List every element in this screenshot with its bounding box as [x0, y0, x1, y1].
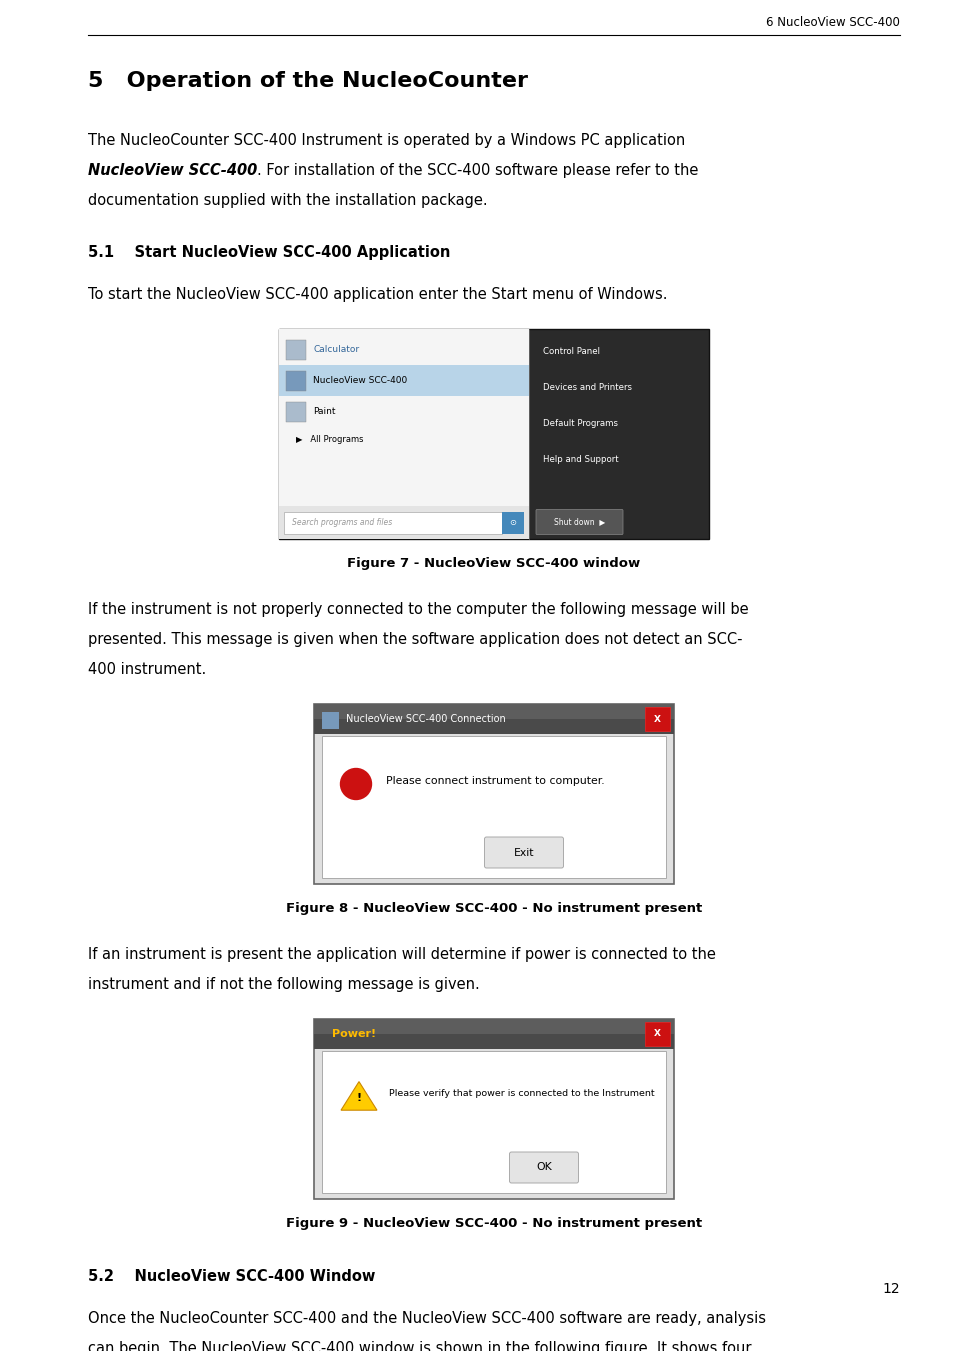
Text: X: X [654, 715, 660, 724]
Text: Figure 9 - NucleoView SCC-400 - No instrument present: Figure 9 - NucleoView SCC-400 - No instr… [286, 1217, 701, 1229]
Text: can begin. The NucleoView SCC-400 window is shown in the following figure. It sh: can begin. The NucleoView SCC-400 window… [88, 1342, 751, 1351]
FancyBboxPatch shape [484, 838, 563, 867]
FancyBboxPatch shape [509, 1152, 578, 1183]
Text: X: X [654, 1029, 660, 1039]
Text: Control Panel: Control Panel [542, 347, 599, 357]
Text: Power!: Power! [332, 1029, 375, 1039]
Bar [278, 330, 708, 539]
Text: If an instrument is present the application will determine if power is connected: If an instrument is present the applicat… [88, 947, 715, 962]
Bar [284, 512, 501, 534]
Polygon shape [340, 1082, 376, 1111]
FancyBboxPatch shape [536, 509, 622, 535]
Bar [314, 1019, 673, 1048]
Bar [314, 1019, 673, 1034]
Text: To start the NucleoView SCC-400 application enter the Start menu of Windows.: To start the NucleoView SCC-400 applicat… [88, 286, 667, 303]
Bar [278, 396, 529, 427]
Circle shape [340, 769, 371, 800]
Bar [314, 704, 673, 734]
Text: 5.2    NucleoView SCC-400 Window: 5.2 NucleoView SCC-400 Window [88, 1269, 375, 1283]
Text: Exit: Exit [514, 847, 534, 858]
Text: Help and Support: Help and Support [542, 455, 618, 463]
Bar [322, 712, 338, 730]
Bar [278, 330, 529, 539]
Text: Please verify that power is connected to the Instrument: Please verify that power is connected to… [389, 1089, 654, 1098]
Bar [644, 1021, 669, 1046]
Text: 400 instrument.: 400 instrument. [88, 662, 206, 677]
Bar [286, 340, 306, 359]
Text: NucleoView SCC-400 Connection: NucleoView SCC-400 Connection [346, 713, 505, 724]
Bar [322, 1051, 665, 1193]
Text: . For installation of the SCC-400 software please refer to the: . For installation of the SCC-400 softwa… [257, 163, 698, 178]
Bar [314, 704, 673, 884]
Text: The NucleoCounter SCC-400 Instrument is operated by a Windows PC application: The NucleoCounter SCC-400 Instrument is … [88, 132, 684, 149]
Text: Once the NucleoCounter SCC-400 and the NucleoView SCC-400 software are ready, an: Once the NucleoCounter SCC-400 and the N… [88, 1310, 765, 1325]
Bar [278, 365, 529, 396]
Text: If the instrument is not properly connected to the computer the following messag: If the instrument is not properly connec… [88, 603, 748, 617]
Text: Default Programs: Default Programs [542, 419, 618, 428]
Text: instrument and if not the following message is given.: instrument and if not the following mess… [88, 977, 479, 992]
Text: Shut down  ▶: Shut down ▶ [554, 517, 604, 527]
Bar [501, 512, 523, 534]
Bar [314, 704, 673, 719]
Text: documentation supplied with the installation package.: documentation supplied with the installa… [88, 193, 487, 208]
Text: NucleoView SCC-400: NucleoView SCC-400 [313, 376, 407, 385]
Text: OK: OK [536, 1162, 551, 1173]
Text: Please connect instrument to computer.: Please connect instrument to computer. [386, 775, 604, 786]
Text: presented. This message is given when the software application does not detect a: presented. This message is given when th… [88, 632, 741, 647]
Text: Devices and Printers: Devices and Printers [542, 382, 631, 392]
Bar [278, 334, 529, 365]
Bar [286, 372, 306, 390]
Text: Calculator: Calculator [313, 345, 358, 354]
Text: NucleoView SCC-400: NucleoView SCC-400 [88, 163, 257, 178]
Text: Search programs and files: Search programs and files [292, 517, 392, 527]
Bar [278, 507, 529, 539]
Text: ⊙: ⊙ [509, 517, 516, 527]
Bar [322, 736, 665, 878]
Bar [314, 1019, 673, 1198]
Text: !: ! [356, 1093, 361, 1102]
Bar [286, 403, 306, 422]
Text: 5   Operation of the NucleoCounter: 5 Operation of the NucleoCounter [88, 72, 527, 91]
Text: 5.1    Start NucleoView SCC-400 Application: 5.1 Start NucleoView SCC-400 Application [88, 245, 450, 259]
Text: ▶   All Programs: ▶ All Programs [295, 435, 363, 443]
Text: 12: 12 [882, 1282, 899, 1296]
Text: 6 NucleoView SCC-400: 6 NucleoView SCC-400 [765, 16, 899, 28]
Text: Paint: Paint [313, 407, 335, 416]
Text: Figure 7 - NucleoView SCC-400 window: Figure 7 - NucleoView SCC-400 window [347, 557, 640, 570]
Text: Figure 8 - NucleoView SCC-400 - No instrument present: Figure 8 - NucleoView SCC-400 - No instr… [286, 902, 701, 915]
Bar [644, 707, 669, 731]
